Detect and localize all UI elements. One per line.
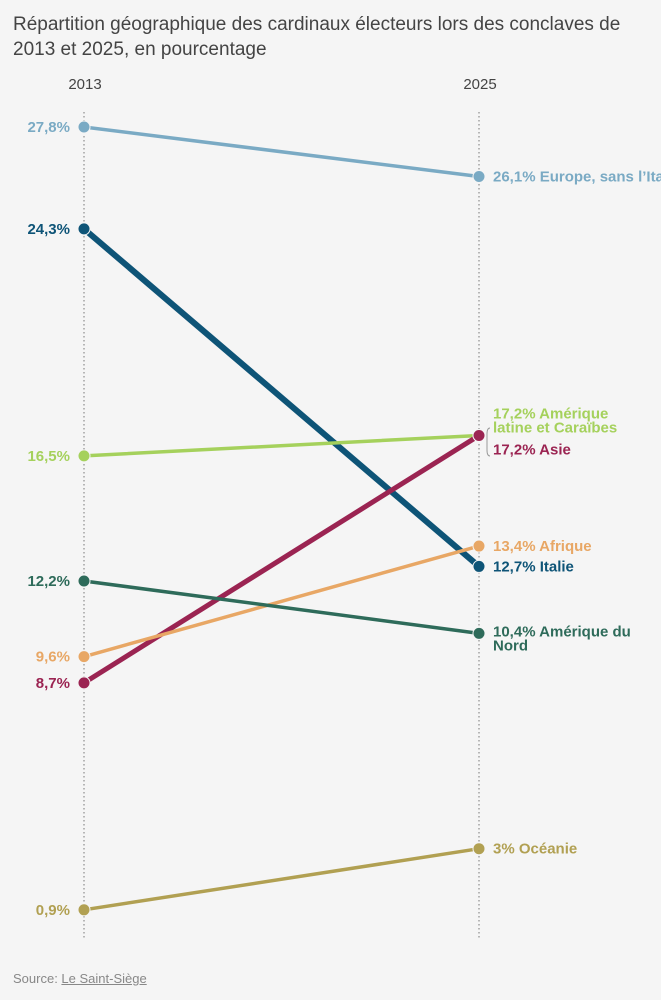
line-asie <box>81 432 482 686</box>
axes-layer: 2013 2025 <box>68 76 497 940</box>
dot-italie-2013 <box>77 222 91 236</box>
label-europe-sans-l-italie-2025: 26,1% Europe, sans l’Italie <box>493 168 661 185</box>
label-oceanie-2013: 0,9% <box>36 902 70 919</box>
dot-asie-2025 <box>472 428 486 442</box>
series-dots <box>77 120 486 917</box>
slope-chart: 2013 2025 27,8% 26,1% Europe, sans l’Itali… <box>27 76 661 940</box>
dot-afrique-2025 <box>472 539 486 553</box>
label-amerique-du-nord-2025: 10,4% Amérique du Nord <box>493 623 631 654</box>
label-afrique-2025: 13,4% Afrique <box>493 538 592 555</box>
label-italie-2025: 12,7% Italie <box>493 558 574 575</box>
source-prefix: Source: <box>13 971 62 986</box>
dot-afrique-2013 <box>77 650 91 664</box>
source-note: Source: Le Saint-Siège <box>13 971 147 986</box>
label-amerique-latine-et-caraibes-2025: 17,2% Amérique latine et Caraïbes <box>493 405 617 436</box>
dot-oceanie-2013 <box>77 903 91 917</box>
dot-europe-sans-l-italie-2013 <box>77 120 91 134</box>
dot-europe-sans-l-italie-2025 <box>472 169 486 183</box>
dot-amerique-du-nord-2013 <box>77 574 91 588</box>
x-tick-2013: 2013 <box>68 76 101 93</box>
line-amerique-du-nord <box>82 579 481 636</box>
line-amerique-latine-et-caraibes <box>82 433 481 458</box>
series-lines <box>81 125 482 912</box>
line-europe-sans-l-italie <box>82 125 481 179</box>
label-asie-2013: 8,7% <box>36 675 70 692</box>
chart-title: Répartition géographique des cardinaux é… <box>13 14 621 60</box>
series-labels: 27,8% 26,1% Europe, sans l’Italie 24,3% 12,… <box>27 119 661 919</box>
dot-italie-2025 <box>472 559 486 573</box>
label-oceanie-2025: 3% Océanie <box>493 841 577 858</box>
label-italie-2013: 24,3% <box>27 221 70 238</box>
label-bracket <box>486 427 491 457</box>
label-europe-sans-l-italie-2013: 27,8% <box>27 119 70 136</box>
line-afrique <box>82 544 481 659</box>
x-tick-2025: 2025 <box>463 76 496 93</box>
dot-amerique-latine-et-caraibes-2013 <box>77 449 91 463</box>
label-amerique-du-nord-2013: 12,2% <box>27 573 70 590</box>
line-italie <box>81 225 482 570</box>
dot-amerique-du-nord-2025 <box>472 626 486 640</box>
dot-asie-2013 <box>77 676 91 690</box>
label-amerique-latine-et-caraibes-2013: 16,5% <box>27 448 70 465</box>
line-oceanie <box>82 846 481 912</box>
source-link[interactable]: Le Saint-Siège <box>61 971 147 986</box>
label-asie-2025: 17,2% Asie <box>493 441 571 458</box>
label-afrique-2013: 9,6% <box>36 649 70 666</box>
dot-oceanie-2025 <box>472 842 486 856</box>
